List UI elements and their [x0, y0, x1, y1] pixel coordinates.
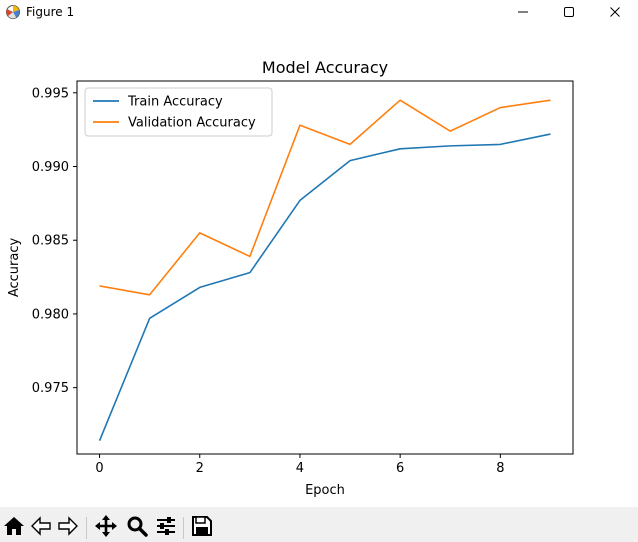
x-tick-label: 6: [396, 461, 404, 476]
sliders-icon: [155, 515, 177, 541]
minimize-icon: [517, 6, 529, 18]
legend-label: Validation Accuracy: [128, 116, 256, 131]
forward-button[interactable]: [55, 515, 81, 541]
series-line-validation-accuracy: [99, 99, 551, 296]
window-title: Figure 1: [26, 5, 75, 19]
axes-frame: [76, 80, 574, 455]
x-tick-label: 8: [496, 461, 504, 476]
x-axis-label: Epoch: [305, 483, 345, 498]
minimize-button[interactable]: [500, 0, 546, 24]
y-tick-label: 0.980: [32, 307, 69, 322]
x-tick-label: 4: [296, 461, 304, 476]
close-icon: [609, 6, 621, 18]
maximize-button[interactable]: [546, 0, 592, 24]
window-titlebar: Figure 1: [0, 0, 638, 24]
save-button[interactable]: [189, 515, 215, 541]
y-tick-label: 0.990: [32, 160, 69, 175]
pan-move-icon: [94, 514, 118, 542]
zoom-magnifier-icon: [126, 515, 148, 541]
back-arrow-icon: [30, 515, 52, 541]
close-button[interactable]: [592, 0, 638, 24]
series-line-train-accuracy: [98, 133, 551, 442]
save-floppy-icon: [191, 515, 213, 541]
legend-box: [84, 87, 273, 137]
navigation-toolbar: [0, 507, 638, 542]
y-tick-label: 0.975: [32, 381, 69, 396]
toolbar-separator: [86, 517, 87, 539]
accuracy-line-chart: Model Accuracy 0.975 0.980 0.985 0.990 0.995 0…: [7, 58, 574, 498]
y-tick-label: 0.995: [32, 86, 69, 101]
pan-button[interactable]: [93, 515, 119, 541]
matplotlib-figure-icon: [4, 3, 22, 21]
legend-label: Train Accuracy: [127, 95, 223, 110]
back-button[interactable]: [28, 515, 54, 541]
zoom-button[interactable]: [124, 515, 150, 541]
home-icon: [3, 515, 25, 541]
forward-arrow-icon: [57, 515, 79, 541]
chart-title: Model Accuracy: [262, 58, 388, 77]
y-axis-label: Accuracy: [7, 238, 22, 298]
home-button[interactable]: [1, 515, 27, 541]
maximize-icon: [563, 6, 575, 18]
x-tick-label: 0: [95, 461, 103, 476]
toolbar-separator: [183, 517, 184, 539]
configure-subplots-button[interactable]: [153, 515, 179, 541]
y-tick-label: 0.985: [32, 234, 69, 249]
figure-canvas[interactable]: Model Accuracy 0.975 0.980 0.985 0.990 0.995 0…: [0, 24, 638, 507]
x-tick-label: 2: [196, 461, 204, 476]
